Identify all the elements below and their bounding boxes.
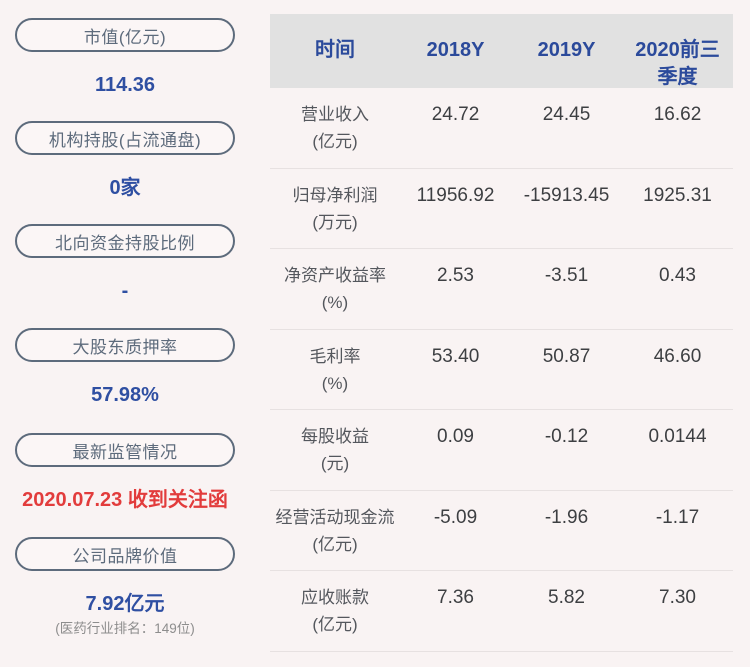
column-header-time: 时间 bbox=[315, 39, 355, 61]
row-label-text: 每股收益 bbox=[301, 427, 369, 446]
table-row-gross-margin: 毛利率 (%) 53.40 50.87 46.60 bbox=[270, 330, 733, 410]
market-cap-value: 114.36 bbox=[94, 74, 156, 96]
row-label: 营业收入 (亿元) bbox=[270, 101, 400, 168]
column-header-2020q3: 2020前三季度 bbox=[622, 14, 733, 88]
row-label: 净资产收益率 (%) bbox=[270, 262, 400, 329]
cell-value: 24.45 bbox=[542, 104, 591, 125]
row-label-text: 净资产收益率 bbox=[284, 266, 386, 285]
cell-value: 7.36 bbox=[437, 587, 474, 608]
sidebar-group-regulation-status: 最新监管情况 2020.07.23 收到关注函 bbox=[15, 433, 235, 514]
northbound-holding-value: - bbox=[121, 280, 129, 302]
sidebar-group-market-cap: 市值(亿元) 114.36 bbox=[15, 18, 235, 99]
cell-value: 53.40 bbox=[431, 345, 480, 367]
sidebar-group-brand-value: 公司品牌价值 7.92亿元 (医药行业排名：149位) bbox=[15, 537, 235, 637]
cell-value: -15913.45 bbox=[523, 184, 610, 206]
row-unit-text: (亿元) bbox=[312, 534, 358, 554]
brand-value-value: 7.92亿元 bbox=[85, 593, 165, 615]
row-unit-text: (元) bbox=[320, 454, 350, 473]
row-unit-text: (亿元) bbox=[312, 615, 358, 634]
row-label: 应收账款 (亿元) bbox=[270, 584, 400, 651]
row-label-text: 归母净利润 bbox=[292, 185, 378, 205]
table-row-revenue: 营业收入 (亿元) 24.72 24.45 16.62 bbox=[270, 88, 733, 169]
row-unit-text: (万元) bbox=[312, 212, 358, 232]
cell-value: 0.43 bbox=[659, 265, 696, 286]
row-label-text: 经营活动现金流 bbox=[275, 507, 395, 527]
cell-value: -3.51 bbox=[544, 265, 589, 286]
table-header-row: 时间 2018Y 2019Y 2020前三季度 bbox=[270, 14, 733, 88]
cell-value: 1925.31 bbox=[643, 184, 712, 206]
row-unit-text: (%) bbox=[321, 293, 349, 312]
regulation-status-pill[interactable]: 最新监管情况 bbox=[15, 433, 235, 467]
cell-value: -1.17 bbox=[655, 506, 700, 528]
table-row-eps: 每股收益 (元) 0.09 -0.12 0.0144 bbox=[270, 410, 733, 491]
sidebar-group-northbound-holding: 北向资金持股比例 - bbox=[15, 224, 235, 305]
institution-holding-value: 0家 bbox=[109, 177, 141, 199]
table-row-operating-cashflow: 经营活动现金流 (亿元) -5.09 -1.96 -1.17 bbox=[270, 491, 733, 571]
sidebar-group-institution-holding: 机构持股(占流通盘) 0家 bbox=[15, 121, 235, 202]
column-header-2018: 2018Y bbox=[426, 39, 485, 61]
cell-value: 46.60 bbox=[653, 345, 702, 367]
cell-value: 16.62 bbox=[653, 104, 702, 125]
column-header-2019: 2019Y bbox=[537, 39, 596, 61]
cell-value: 7.30 bbox=[659, 587, 696, 608]
row-label: 经营活动现金流 (亿元) bbox=[270, 504, 400, 571]
cell-value: 5.82 bbox=[548, 587, 585, 608]
sidebar-group-pledge-ratio: 大股东质押率 57.98% bbox=[15, 328, 235, 409]
row-label: 归母净利润 (万元) bbox=[270, 182, 400, 249]
cell-value: 0.0144 bbox=[648, 426, 707, 447]
column-header-2020q3-text: 2020前三季度 bbox=[635, 39, 720, 88]
cell-value: -1.96 bbox=[544, 506, 589, 528]
institution-holding-pill[interactable]: 机构持股(占流通盘) bbox=[15, 121, 235, 155]
regulation-status-value: 2020.07.23 收到关注函 bbox=[22, 489, 228, 511]
table-row-roe: 净资产收益率 (%) 2.53 -3.51 0.43 bbox=[270, 249, 733, 330]
market-cap-pill[interactable]: 市值(亿元) bbox=[15, 18, 235, 52]
row-label-text: 营业收入 bbox=[301, 105, 369, 124]
financials-table: 时间 2018Y 2019Y 2020前三季度 营业收入 (亿元) 24.72 2… bbox=[270, 14, 733, 652]
cell-value: 11956.92 bbox=[416, 184, 495, 206]
pledge-ratio-value: 57.98% bbox=[91, 384, 159, 406]
row-label: 每股收益 (元) bbox=[270, 423, 400, 490]
cell-value: 50.87 bbox=[542, 345, 591, 367]
cell-value: 0.09 bbox=[437, 426, 474, 447]
row-unit-text: (亿元) bbox=[312, 132, 358, 151]
table-row-net-profit: 归母净利润 (万元) 11956.92 -15913.45 1925.31 bbox=[270, 169, 733, 249]
row-unit-text: (%) bbox=[321, 373, 349, 393]
northbound-holding-pill[interactable]: 北向资金持股比例 bbox=[15, 224, 235, 258]
brand-value-pill[interactable]: 公司品牌价值 bbox=[15, 537, 235, 571]
cell-value: -5.09 bbox=[433, 506, 478, 528]
table-row-receivables: 应收账款 (亿元) 7.36 5.82 7.30 bbox=[270, 571, 733, 652]
cell-value: -0.12 bbox=[544, 426, 589, 447]
cell-value: 2.53 bbox=[437, 265, 474, 286]
row-label: 毛利率 (%) bbox=[270, 343, 400, 410]
brand-value-rank: (医药行业排名：149位) bbox=[55, 621, 195, 636]
pledge-ratio-pill[interactable]: 大股东质押率 bbox=[15, 328, 235, 362]
cell-value: 24.72 bbox=[431, 104, 480, 125]
row-label-text: 毛利率 bbox=[309, 346, 361, 366]
row-label-text: 应收账款 bbox=[301, 588, 369, 607]
